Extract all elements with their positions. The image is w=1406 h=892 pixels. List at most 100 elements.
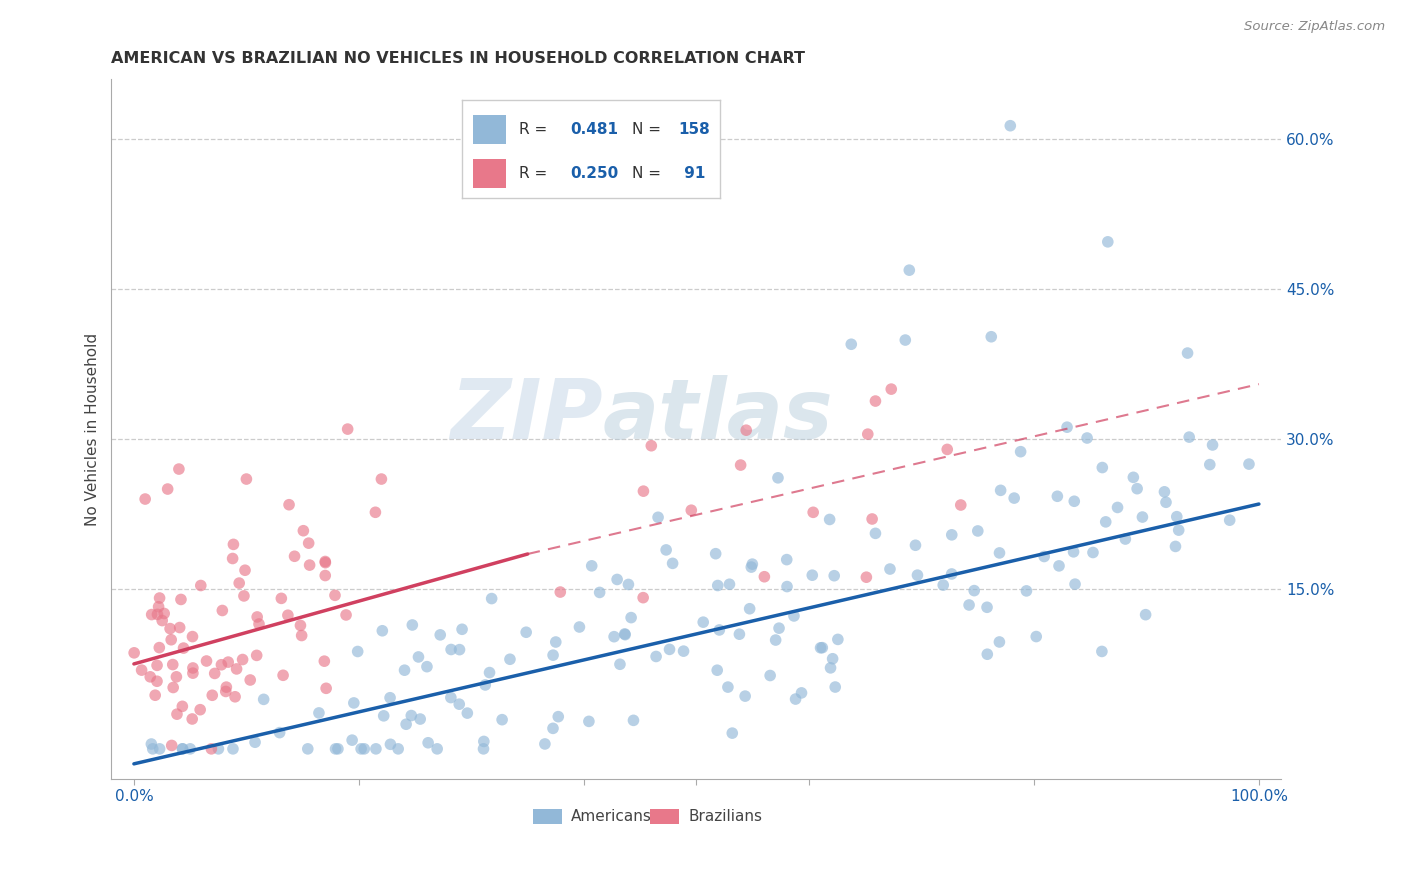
- Point: [247, 617, 270, 632]
- Point: [221, 551, 243, 566]
- Point: [429, 628, 451, 642]
- Point: [640, 439, 662, 453]
- Point: [395, 717, 418, 731]
- Point: [170, 592, 193, 607]
- Point: [173, 641, 195, 656]
- Point: [898, 263, 921, 277]
- Point: [364, 505, 387, 519]
- Point: [790, 686, 813, 700]
- Point: [233, 563, 256, 577]
- Point: [706, 663, 728, 677]
- Point: [623, 714, 645, 728]
- Point: [472, 742, 495, 756]
- Text: AMERICAN VS BRAZILIAN NO VEHICLES IN HOUSEHOLD CORRELATION CHART: AMERICAN VS BRAZILIAN NO VEHICLES IN HOU…: [111, 51, 806, 66]
- Point: [860, 512, 883, 526]
- Point: [172, 742, 194, 756]
- Point: [326, 742, 349, 756]
- Point: [988, 546, 1011, 560]
- Point: [1219, 513, 1241, 527]
- Point: [1010, 444, 1032, 458]
- Point: [346, 644, 368, 658]
- Point: [613, 627, 636, 641]
- Point: [201, 688, 224, 702]
- Point: [541, 648, 564, 662]
- Point: [704, 547, 727, 561]
- Text: Brazilians: Brazilians: [688, 809, 762, 824]
- Point: [160, 632, 183, 647]
- Point: [166, 707, 188, 722]
- Point: [1237, 457, 1260, 471]
- Point: [1132, 510, 1154, 524]
- Point: [160, 739, 183, 753]
- Point: [246, 648, 269, 663]
- Point: [1114, 532, 1136, 546]
- Point: [122, 646, 145, 660]
- Point: [253, 692, 276, 706]
- Point: [373, 709, 395, 723]
- Point: [314, 554, 336, 568]
- Point: [1154, 495, 1177, 509]
- Point: [181, 666, 204, 681]
- Point: [976, 647, 998, 661]
- Point: [323, 588, 346, 602]
- Point: [401, 708, 423, 723]
- Point: [451, 622, 474, 636]
- Point: [865, 394, 887, 409]
- Point: [162, 681, 184, 695]
- Point: [547, 709, 569, 723]
- Point: [759, 668, 782, 682]
- Point: [243, 735, 266, 749]
- Point: [298, 558, 321, 573]
- Text: Source: ZipAtlas.com: Source: ZipAtlas.com: [1244, 20, 1385, 33]
- Point: [148, 591, 170, 605]
- Point: [232, 652, 254, 666]
- Point: [907, 568, 929, 582]
- Point: [1167, 523, 1189, 537]
- Point: [314, 568, 336, 582]
- Point: [1046, 489, 1069, 503]
- Point: [776, 580, 799, 594]
- Point: [235, 472, 257, 486]
- Bar: [533, 809, 562, 824]
- Point: [499, 652, 522, 666]
- Point: [291, 628, 314, 642]
- Point: [801, 568, 824, 582]
- Point: [440, 690, 463, 705]
- Point: [541, 722, 564, 736]
- Point: [827, 632, 849, 647]
- Point: [325, 742, 347, 756]
- Point: [980, 330, 1002, 344]
- Point: [721, 726, 744, 740]
- Point: [1000, 119, 1022, 133]
- Point: [1198, 458, 1220, 472]
- Point: [233, 589, 256, 603]
- Point: [728, 627, 751, 641]
- Text: atlas: atlas: [603, 375, 834, 456]
- Point: [335, 607, 357, 622]
- Point: [440, 642, 463, 657]
- Point: [270, 591, 292, 606]
- Point: [588, 585, 610, 599]
- Point: [1033, 549, 1056, 564]
- Point: [738, 601, 761, 615]
- Point: [222, 537, 245, 551]
- Point: [1178, 430, 1201, 444]
- Point: [298, 536, 321, 550]
- Point: [658, 642, 681, 657]
- Point: [408, 649, 430, 664]
- Point: [735, 423, 758, 437]
- Point: [401, 618, 423, 632]
- Point: [394, 663, 416, 677]
- Point: [181, 661, 204, 675]
- Point: [491, 713, 513, 727]
- Point: [353, 742, 375, 756]
- Point: [949, 498, 972, 512]
- Point: [146, 674, 169, 689]
- Point: [766, 471, 789, 485]
- Point: [894, 333, 917, 347]
- Point: [1091, 460, 1114, 475]
- Point: [181, 712, 204, 726]
- Point: [709, 623, 731, 637]
- Point: [190, 578, 212, 592]
- Point: [1015, 583, 1038, 598]
